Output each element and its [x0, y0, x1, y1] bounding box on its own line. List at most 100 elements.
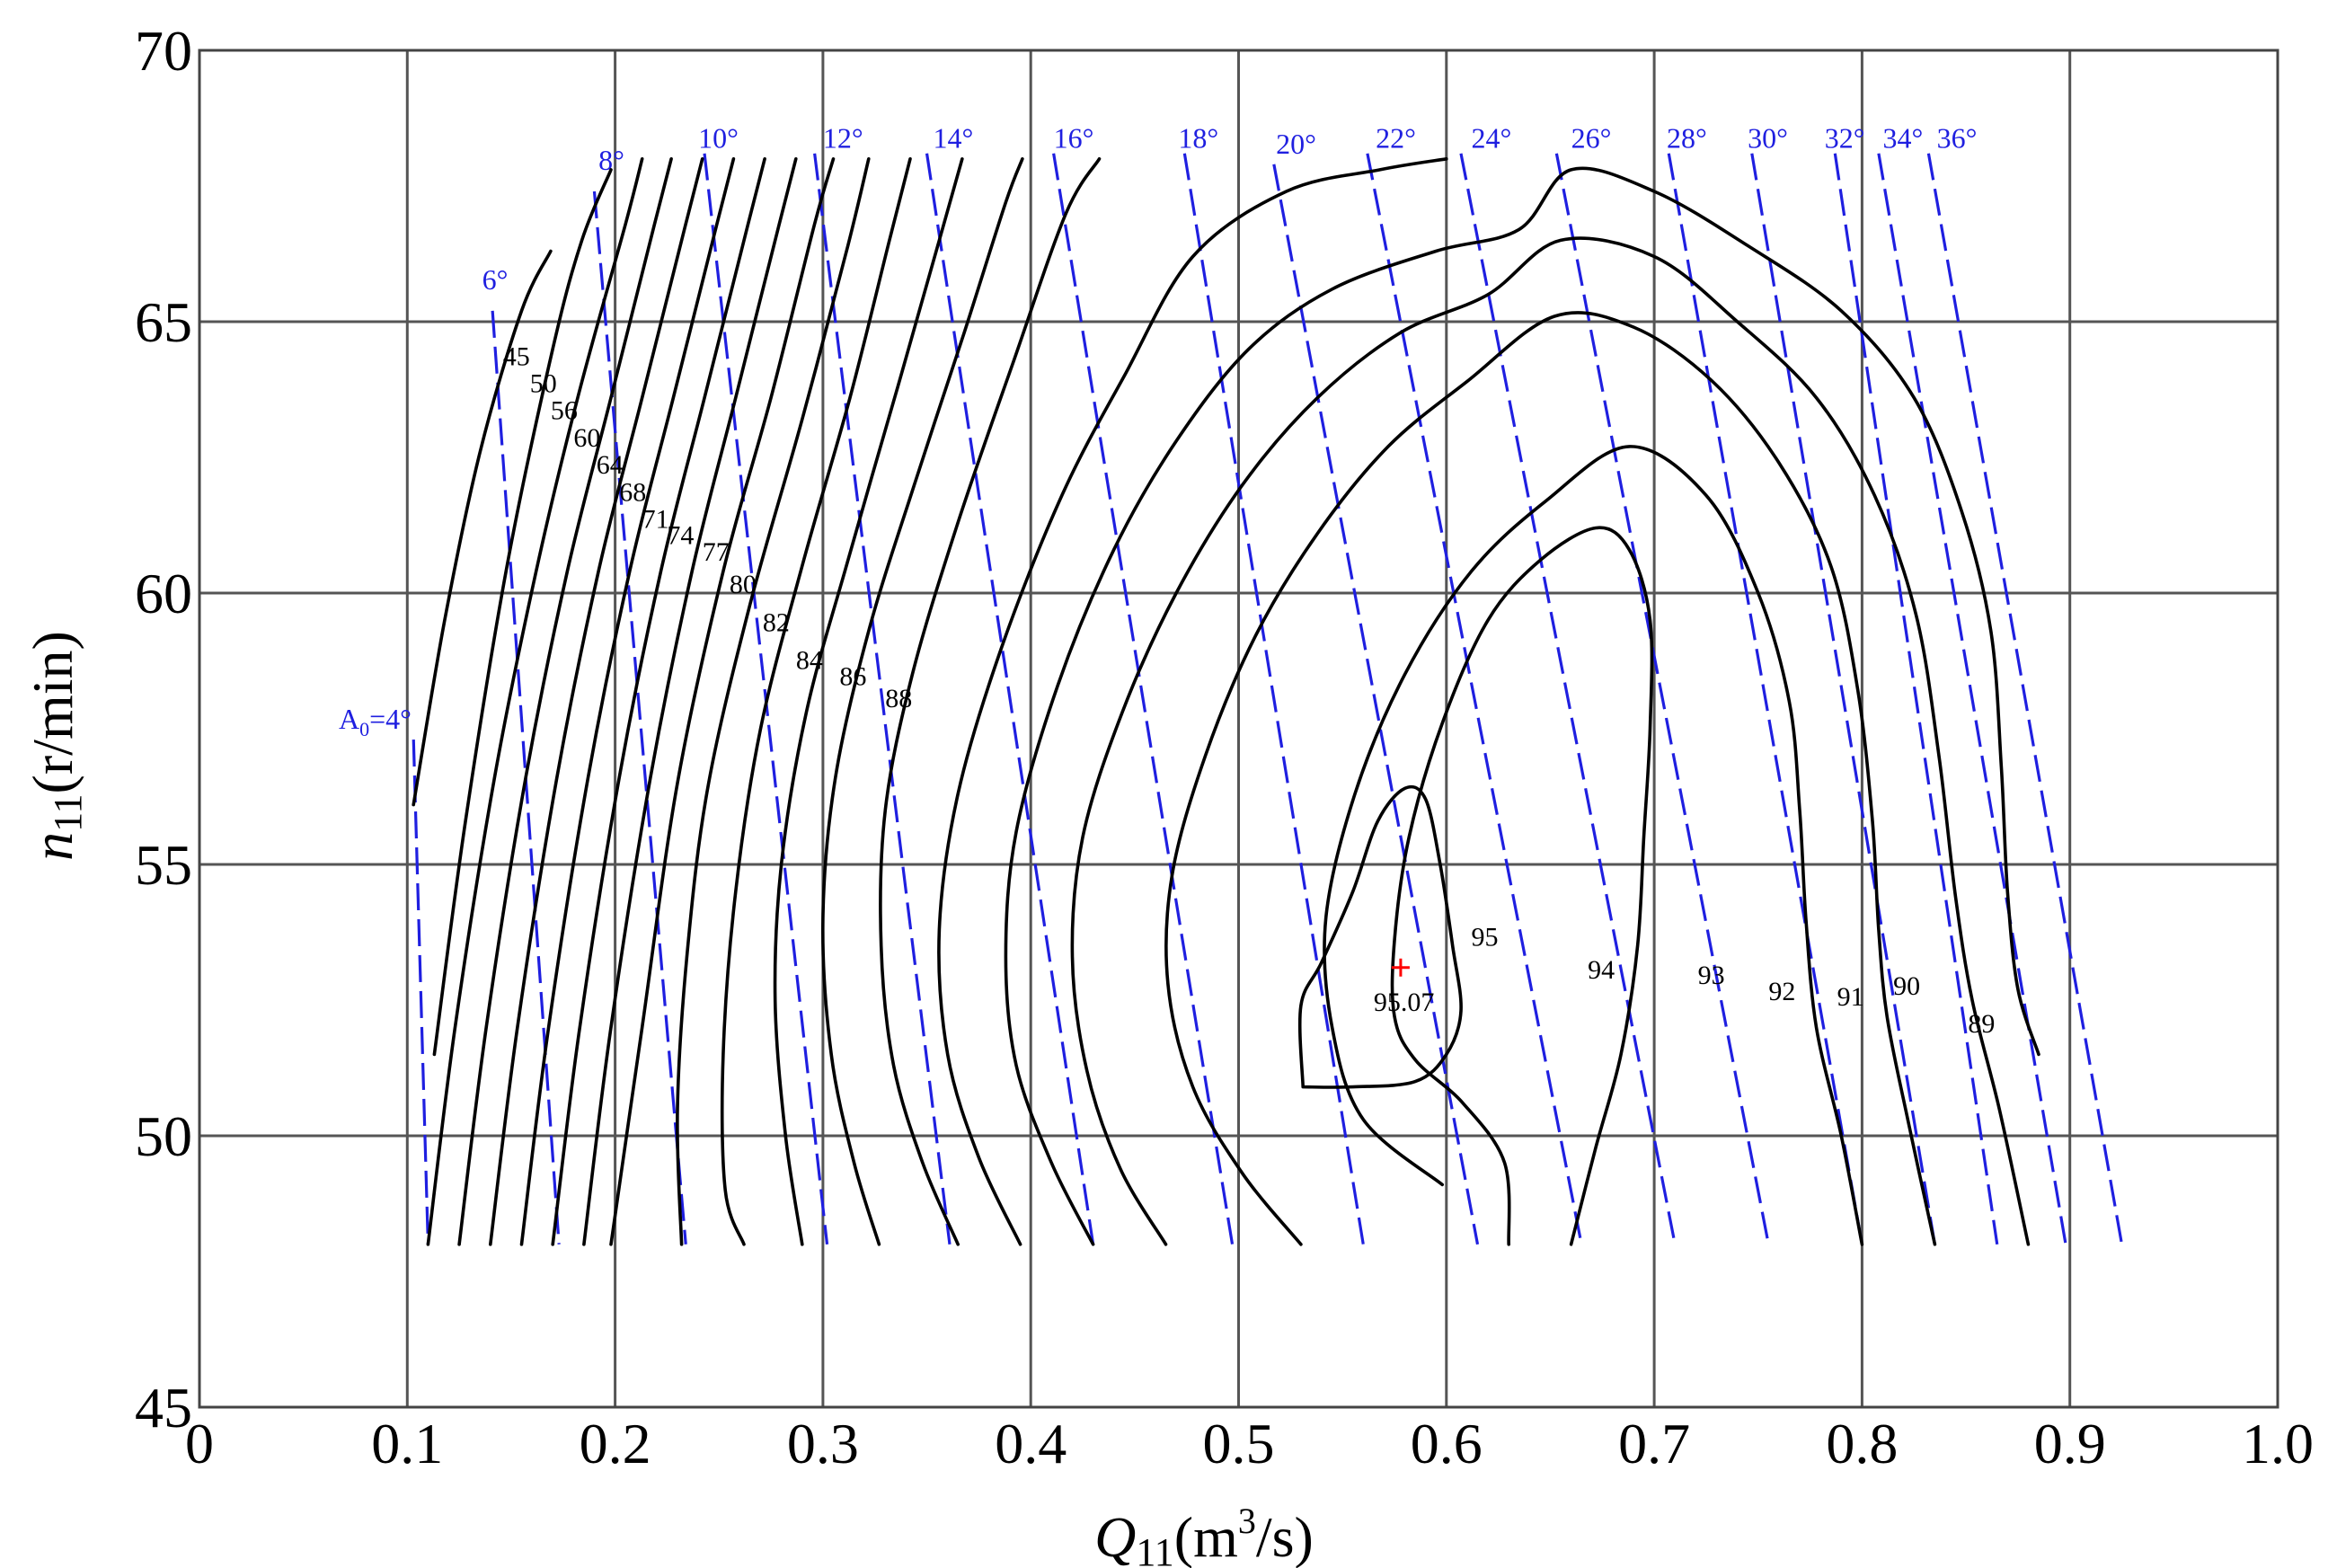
x-tick-label: 0 [185, 1412, 214, 1475]
efficiency-contour [821, 157, 1024, 1246]
efficiency-label: 64 [597, 450, 624, 480]
efficiency-contour [582, 157, 798, 1246]
efficiency-label: 77 [703, 537, 730, 567]
y-tick-label: 70 [135, 19, 192, 83]
efficiency-label: 91 [1837, 982, 1864, 1012]
efficiency-contour [1390, 526, 1654, 1246]
optimum-point-marker [1391, 958, 1410, 977]
x-tick-label: 0.4 [995, 1412, 1067, 1475]
guide-vane-label: 22° [1376, 122, 1416, 155]
efficiency-label: 82 [763, 607, 790, 637]
efficiency-contour [1070, 236, 2031, 1246]
x-tick-label: 0.9 [2034, 1412, 2106, 1475]
efficiency-label: 86 [839, 662, 866, 692]
efficiency-label: 93 [1698, 961, 1725, 990]
grid-layer [198, 49, 2279, 1409]
guide-vane-label: 14° [933, 122, 973, 155]
guide-vane-label: 34° [1883, 122, 1924, 155]
efficiency-label: 71 [642, 505, 669, 535]
guide-vane-label: 10° [698, 122, 739, 155]
guide-vane-label: 16° [1054, 122, 1094, 155]
efficiency-label: 88 [885, 684, 912, 713]
guide-vane-line [1459, 153, 1677, 1245]
optimum-layer: 95.07 [1374, 958, 1435, 1017]
guide-vane-label: 18° [1178, 122, 1218, 155]
efficiency-label: 94 [1588, 955, 1615, 985]
efficiency-label: 84 [796, 646, 823, 676]
y-tick-label: 50 [135, 1104, 192, 1168]
guide-vane-label: A0=4° [339, 703, 412, 740]
efficiency-contour [676, 157, 871, 1246]
y-tick-label: 45 [135, 1376, 192, 1440]
efficiency-contour [879, 157, 1102, 1246]
x-tick-label: 0.5 [1203, 1412, 1275, 1475]
guide-vane-label: 28° [1667, 122, 1707, 155]
x-axis-title: Q11(m3/s) [1094, 1501, 1314, 1568]
guide-vane-line [1272, 164, 1480, 1245]
guide-vane-line [1877, 153, 2067, 1245]
efficiency-contour [1164, 311, 1937, 1246]
guide-vane-label: 26° [1571, 122, 1612, 155]
guide-vane-line [592, 190, 687, 1245]
efficiency-label: 45 [503, 341, 530, 371]
x-tick-label: 0.1 [371, 1412, 443, 1475]
guide-vane-label: 12° [823, 122, 863, 155]
guide-vane-label: 6° [482, 263, 509, 296]
guide-vane-line [1182, 153, 1365, 1245]
x-tick-label: 0.3 [787, 1412, 859, 1475]
plot-frame [198, 49, 2279, 1409]
guide-vane-layer: A0=4°6°8°10° 12° 14° 16° 18° 20° 22° 24° 26° 28° 3… [339, 122, 2124, 1245]
x-tick-label: 0.7 [1618, 1412, 1690, 1475]
efficiency-label: 50 [530, 369, 557, 399]
efficiency-contour [519, 157, 736, 1246]
guide-vane-label: 24° [1472, 122, 1512, 155]
efficiency-label: 95 [1472, 923, 1499, 952]
efficiency-contour [1004, 166, 2040, 1246]
guide-vane-line [412, 740, 430, 1245]
x-tick-label: 0.2 [580, 1412, 651, 1475]
guide-vane-line [813, 153, 952, 1245]
efficiency-label: 92 [1768, 977, 1795, 1006]
y-tick-label: 65 [135, 290, 192, 354]
guide-vane-line [1554, 153, 1770, 1245]
efficiency-contour [720, 157, 912, 1246]
guide-vane-line [1667, 153, 1863, 1245]
efficiency-contour [1297, 784, 1463, 1089]
guide-vane-line [1833, 153, 1999, 1245]
efficiency-label: 90 [1893, 971, 1920, 1001]
guide-vane-line [1926, 153, 2124, 1245]
optimum-efficiency-label: 95.07 [1374, 988, 1435, 1017]
x-tick-label: 0.8 [1826, 1412, 1898, 1475]
y-tick-label: 55 [135, 833, 192, 897]
y-axis-title: n11(r/min) [21, 631, 90, 861]
efficiency-contour [432, 168, 613, 1057]
guide-vane-line [1052, 153, 1235, 1245]
guide-vane-label: 36° [1937, 122, 1978, 155]
efficiency-contour [457, 157, 673, 1246]
efficiency-contour [773, 157, 964, 1246]
efficiency-contour-layer: 4550566064687174778082848688899091929394… [412, 157, 2040, 1246]
efficiency-contour [426, 157, 644, 1246]
efficiency-label: 56 [551, 396, 578, 426]
efficiency-contour [937, 157, 1448, 1246]
efficiency-label: 68 [619, 477, 646, 507]
efficiency-contour [489, 157, 704, 1246]
guide-vane-label: 30° [1748, 122, 1788, 155]
guide-vane-line [925, 153, 1095, 1245]
guide-vane-label: 32° [1825, 122, 1865, 155]
efficiency-label: 60 [573, 423, 600, 453]
efficiency-label: 74 [667, 521, 694, 551]
efficiency-label: 80 [730, 570, 757, 599]
guide-vane-label: 20° [1276, 128, 1316, 160]
efficiency-contour [551, 157, 766, 1246]
guide-vane-line [1366, 153, 1583, 1245]
efficiency-contour [609, 157, 836, 1246]
efficiency-contour [412, 249, 553, 807]
x-tick-label: 1.0 [2242, 1412, 2314, 1475]
x-tick-label: 0.6 [1411, 1412, 1483, 1475]
axis-layer: 0 0.1 0.2 0.3 0.4 0.5 0.6 0.7 0.8 0.9 1.0455055606… [135, 19, 2314, 1475]
guide-vane-line [1750, 153, 1936, 1245]
efficiency-contour [1323, 445, 1864, 1246]
y-tick-label: 60 [135, 562, 192, 625]
